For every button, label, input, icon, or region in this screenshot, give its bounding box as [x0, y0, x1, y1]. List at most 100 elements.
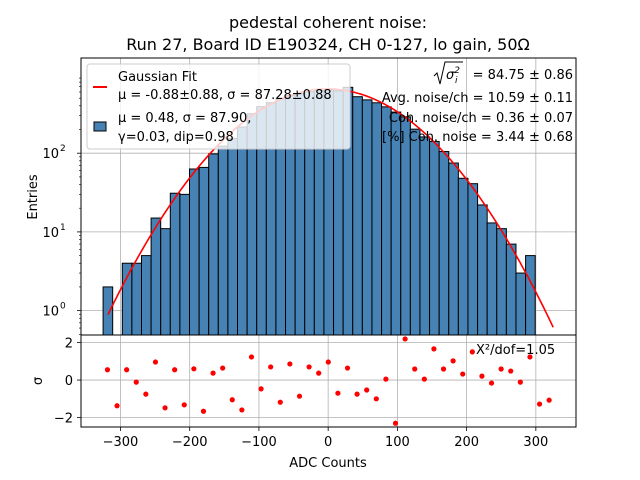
residual-point — [172, 367, 178, 373]
residual-point — [344, 365, 351, 371]
histogram-bars — [102, 86, 536, 336]
residual-point — [450, 358, 456, 364]
legend: Gaussian Fit μ = -0.88±0.88, σ = 87.28±0… — [86, 63, 351, 150]
residual-point — [412, 366, 418, 372]
annotation-sigma-lhs: σ2 i — [446, 66, 460, 86]
annotation-avg-noise: Avg. noise/ch = 10.59 ± 0.11 — [382, 91, 573, 106]
residual-point — [296, 393, 303, 399]
residual-y-ticks: −2 0 2 — [54, 337, 81, 427]
x-tick-label: −300 — [103, 435, 139, 450]
histogram-bar — [121, 262, 133, 336]
residual-point — [421, 376, 427, 382]
residual-point — [287, 361, 293, 367]
residual-point — [114, 403, 120, 409]
residual-point — [402, 336, 408, 342]
histogram-bar — [352, 96, 363, 336]
residual-point — [277, 399, 283, 405]
histogram-bar — [217, 145, 229, 336]
y-tick-label: 2 — [65, 337, 73, 352]
residual-axes-frame — [80, 334, 577, 428]
residual-point — [152, 359, 159, 365]
residual-point — [479, 373, 485, 379]
y-tick-label: 10 — [42, 305, 59, 320]
residual-point — [200, 408, 207, 414]
chi2-annotation: X²/dof=1.05 — [476, 343, 555, 358]
sqrt-symbol-icon — [433, 61, 463, 85]
residual-point — [210, 370, 216, 376]
y-tick-exponent: 0 — [60, 302, 66, 312]
histogram-bar — [160, 228, 171, 336]
residual-point — [306, 364, 312, 370]
residual-point — [508, 368, 514, 374]
residual-point — [220, 365, 226, 371]
residual-point — [373, 396, 379, 402]
histogram-bar — [467, 183, 479, 336]
residual-point — [527, 354, 533, 360]
residual-grid — [81, 335, 576, 427]
histogram-bar — [371, 102, 383, 336]
legend-hist-stats-1: μ = 0.48, σ = 87.90, — [118, 111, 251, 126]
legend-fit-params: μ = -0.88±0.88, σ = 87.28±0.88 — [118, 88, 332, 103]
histogram-bar — [189, 168, 200, 336]
residual-point — [229, 397, 235, 403]
residual-point — [460, 371, 466, 377]
residual-point — [517, 379, 523, 385]
annotation-coh-noise-percent: [%] Coh. noise = 3.44 ± 0.68 — [382, 130, 573, 145]
legend-hist-patch-icon — [93, 121, 107, 132]
residual-point — [104, 367, 111, 373]
histogram-bar — [390, 111, 402, 336]
histogram-bar — [361, 99, 373, 336]
annotation-coh-noise: Coh. noise/ch = 0.36 ± 0.07 — [389, 111, 573, 126]
histogram-bar — [227, 137, 239, 336]
y-tick-label: 10 — [42, 226, 59, 241]
legend-fit-title: Gaussian Fit — [118, 70, 197, 85]
histogram-bar — [525, 255, 536, 336]
histogram-bar — [477, 204, 488, 336]
histogram-bar — [515, 272, 527, 336]
histogram-bar — [140, 255, 152, 336]
residual-point — [248, 354, 255, 360]
histogram-bar — [457, 177, 469, 336]
histogram-bar — [179, 193, 191, 336]
y-axis-label-entries: Entries — [26, 174, 41, 220]
x-tick-label: 300 — [523, 435, 548, 450]
residual-point — [335, 390, 341, 396]
residual-point — [191, 366, 197, 372]
histogram-bar — [505, 243, 517, 336]
x-axis-label: ADC Counts — [289, 456, 367, 471]
residual-point — [162, 405, 168, 411]
y-tick-exponent: 1 — [60, 223, 66, 233]
x-tick-label: −200 — [172, 435, 208, 450]
x-tick-label: 200 — [454, 435, 479, 450]
x-tick-label: −100 — [241, 435, 277, 450]
x-tick-label: 100 — [385, 435, 410, 450]
histogram-bar — [448, 162, 459, 336]
annotation-sigma-value: = 84.75 ± 0.86 — [473, 68, 573, 83]
histogram-bar — [169, 192, 181, 336]
histogram-bar — [409, 128, 421, 336]
residual-point — [354, 391, 360, 397]
histogram-bar — [419, 136, 431, 336]
residual-point — [181, 402, 187, 408]
residual-point — [364, 387, 370, 393]
noise-annotations: σ2 i = 84.75 ± 0.86 Avg. noise/ch = 10.59… — [382, 61, 573, 145]
residual-x-ticks: −300 −200 −100 0 100 200 300 — [103, 427, 548, 450]
residual-point — [536, 401, 543, 407]
histogram-bar — [429, 140, 440, 336]
residual-point — [392, 420, 399, 426]
residual-point — [546, 397, 552, 403]
residual-point — [239, 407, 245, 413]
legend-box — [86, 63, 351, 150]
residual-point — [431, 346, 437, 352]
residual-point — [133, 379, 139, 385]
residual-point — [258, 386, 264, 392]
histogram-bar — [102, 286, 114, 336]
residual-point — [469, 349, 475, 355]
histogram-bar — [237, 126, 248, 336]
histogram-bar — [496, 228, 507, 336]
histogram-bar — [486, 222, 498, 336]
histogram-bar — [131, 262, 142, 336]
residual-points — [104, 336, 552, 426]
